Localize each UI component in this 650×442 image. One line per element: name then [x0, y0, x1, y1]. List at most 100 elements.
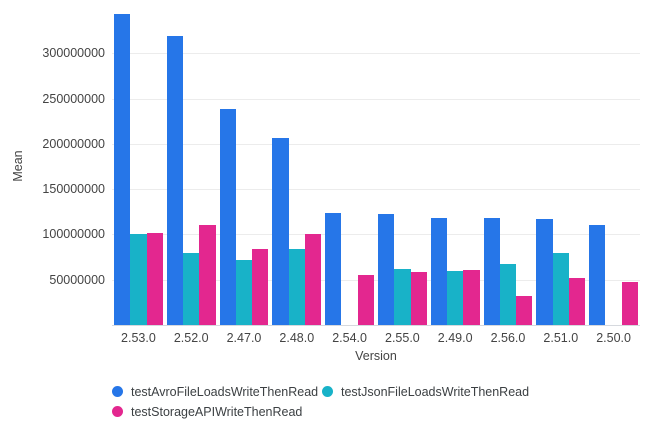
bar-testJsonFileLoadsWriteThenRead-2.53.0[interactable] — [130, 234, 147, 325]
bar-testStorageAPIWriteThenRead-2.50.0[interactable] — [621, 281, 638, 325]
bar-slot — [536, 8, 553, 325]
bar-testJsonFileLoadsWriteThenRead-2.55.0[interactable] — [394, 268, 411, 325]
bar-testStorageAPIWriteThenRead-2.47.0[interactable] — [252, 248, 269, 325]
bar-testAvroFileLoadsWriteThenRead-2.47.0[interactable] — [219, 109, 236, 325]
x-tick-label: 2.55.0 — [385, 331, 420, 345]
bar-group-2.48.0 — [270, 8, 323, 325]
bar-testJsonFileLoadsWriteThenRead-2.49.0[interactable] — [447, 270, 464, 325]
bar-slot — [235, 8, 253, 325]
x-tick-label: 2.53.0 — [121, 331, 156, 345]
bar-testStorageAPIWriteThenRead-2.56.0[interactable] — [516, 296, 533, 325]
bar-testStorageAPIWriteThenRead-2.48.0[interactable] — [304, 233, 322, 325]
gridline — [112, 279, 640, 281]
y-tick-label: 50000000 — [49, 272, 105, 287]
bar-slot — [325, 8, 342, 325]
bar-slot — [568, 8, 586, 325]
x-axis-labels: 2.53.0 2.52.0 2.47.0 2.48.0 2.54.0 2.55.0 2.49… — [112, 331, 640, 345]
bar-testStorageAPIWriteThenRead-2.55.0[interactable] — [410, 272, 427, 325]
gridline — [112, 234, 640, 236]
bar-testJsonFileLoadsWriteThenRead-2.52.0[interactable] — [183, 253, 200, 325]
gridline — [112, 189, 640, 191]
bar-slot — [621, 8, 638, 325]
y-tick-label: 150000000 — [42, 182, 105, 197]
bar-slot — [146, 8, 163, 325]
bar-testStorageAPIWriteThenRead-2.54.0[interactable] — [357, 275, 374, 325]
bar-group-2.55.0 — [376, 8, 429, 325]
legend-dot-avro-icon — [112, 386, 123, 397]
bar-group-2.51.0 — [534, 8, 587, 325]
bar-testAvroFileLoadsWriteThenRead-2.54.0[interactable] — [325, 212, 342, 325]
bar-slot — [357, 8, 374, 325]
bar-group-2.53.0 — [112, 8, 165, 325]
legend-dot-json-icon — [322, 386, 333, 397]
y-tick-label: 100000000 — [42, 227, 105, 242]
legend-label-json: testJsonFileLoadsWriteThenRead — [341, 384, 530, 399]
bar-testAvroFileLoadsWriteThenRead-2.51.0[interactable] — [536, 219, 553, 325]
legend-label-storage: testStorageAPIWriteThenRead — [131, 404, 303, 419]
bar-slot — [499, 8, 517, 325]
bar-testAvroFileLoadsWriteThenRead-2.53.0[interactable] — [114, 14, 131, 325]
bar-testJsonFileLoadsWriteThenRead-2.48.0[interactable] — [288, 248, 305, 325]
bar-slot — [288, 8, 305, 325]
x-tick-label: 2.49.0 — [437, 331, 473, 345]
bar-testJsonFileLoadsWriteThenRead-2.51.0[interactable] — [552, 252, 569, 325]
x-tick-label: 2.56.0 — [490, 331, 526, 345]
bar-testStorageAPIWriteThenRead-2.49.0[interactable] — [463, 269, 480, 325]
bar-slot — [272, 8, 289, 325]
bar-slot — [394, 8, 411, 325]
bar-testAvroFileLoadsWriteThenRead-2.55.0[interactable] — [377, 213, 395, 325]
legend-dot-storage-icon — [112, 406, 123, 417]
bar-testAvroFileLoadsWriteThenRead-2.50.0[interactable] — [589, 225, 606, 325]
legend-item-json[interactable]: testJsonFileLoadsWriteThenRead — [322, 384, 532, 399]
y-axis: 50000000 100000000 150000000 200000000 25000… — [40, 0, 105, 330]
bar-slot — [605, 8, 621, 325]
bar-slot — [252, 8, 269, 325]
bar-group-2.52.0 — [165, 8, 218, 325]
x-tick-label: 2.50.0 — [596, 331, 631, 345]
bars-container — [112, 8, 640, 325]
bar-testStorageAPIWriteThenRead-2.52.0[interactable] — [199, 225, 216, 325]
bar-group-2.54.0 — [323, 8, 376, 325]
x-tick-label: 2.54.0 — [332, 331, 367, 345]
bar-slot — [166, 8, 184, 325]
y-tick-label: 250000000 — [42, 91, 105, 106]
y-tick-label: 200000000 — [42, 136, 105, 151]
bar-slot — [552, 8, 569, 325]
bar-testStorageAPIWriteThenRead-2.53.0[interactable] — [146, 232, 163, 325]
bar-slot — [410, 8, 427, 325]
bar-testJsonFileLoadsWriteThenRead-2.47.0[interactable] — [235, 259, 253, 325]
bar-slot — [219, 8, 236, 325]
legend-item-avro[interactable]: testAvroFileLoadsWriteThenRead — [112, 384, 322, 399]
legend-label-avro: testAvroFileLoadsWriteThenRead — [131, 384, 319, 399]
gridline — [112, 53, 640, 55]
y-axis-title: Mean — [11, 150, 25, 182]
bar-slot — [516, 8, 533, 325]
bar-testJsonFileLoadsWriteThenRead-2.56.0[interactable] — [499, 264, 517, 325]
x-tick-label: 2.51.0 — [543, 331, 579, 345]
bar-slot — [130, 8, 147, 325]
bar-group-2.49.0 — [429, 8, 482, 325]
legend-item-storage[interactable]: testStorageAPIWriteThenRead — [112, 404, 322, 419]
x-tick-label: 2.47.0 — [226, 331, 262, 345]
y-tick-label: 300000000 — [42, 46, 105, 61]
x-tick-label: 2.52.0 — [173, 331, 209, 345]
bar-slot — [183, 8, 200, 325]
bar-testStorageAPIWriteThenRead-2.51.0[interactable] — [568, 277, 586, 325]
legend: testAvroFileLoadsWriteThenRead testJsonF… — [112, 384, 637, 419]
plot-area — [112, 8, 640, 326]
bar-testAvroFileLoadsWriteThenRead-2.56.0[interactable] — [483, 218, 500, 325]
bar-slot — [447, 8, 464, 325]
bar-testAvroFileLoadsWriteThenRead-2.49.0[interactable] — [430, 218, 448, 325]
x-axis-title: Version — [355, 349, 397, 363]
bar-slot — [430, 8, 448, 325]
bar-slot — [483, 8, 500, 325]
bar-testAvroFileLoadsWriteThenRead-2.52.0[interactable] — [166, 36, 184, 325]
bar-slot — [463, 8, 480, 325]
bar-slot — [114, 8, 131, 325]
bar-slot — [199, 8, 216, 325]
bar-testAvroFileLoadsWriteThenRead-2.48.0[interactable] — [272, 137, 289, 325]
x-tick-label: 2.48.0 — [279, 331, 315, 345]
bar-group-2.56.0 — [482, 8, 535, 325]
bar-group-2.47.0 — [218, 8, 271, 325]
